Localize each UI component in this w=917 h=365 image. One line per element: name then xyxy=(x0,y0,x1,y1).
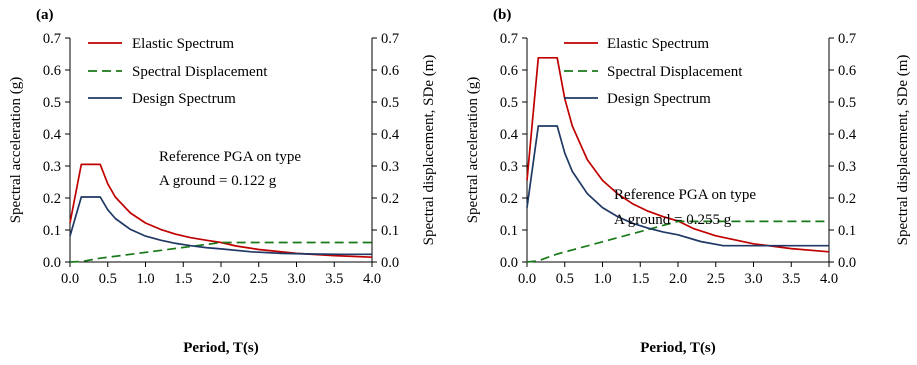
pga-annotation: A ground = 0.255 g xyxy=(614,212,732,228)
y2-tick-label: 0.4 xyxy=(838,127,857,143)
x-tick-label: 2.5 xyxy=(707,271,725,287)
x-tick-label: 1.5 xyxy=(174,271,192,287)
x-tick-label: 3.5 xyxy=(782,271,800,287)
design-spectrum-line xyxy=(69,196,372,256)
x-tick-label: 3.0 xyxy=(744,271,762,287)
x-tick-label: 1.5 xyxy=(631,271,649,287)
legend-entry: Elastic Spectrum xyxy=(132,36,234,52)
y2-tick-label: 0.7 xyxy=(381,31,399,47)
pga-annotation: Reference PGA on type xyxy=(159,149,301,165)
y-tick-label: 0.0 xyxy=(43,255,61,271)
y-tick-label: 0.1 xyxy=(43,223,61,239)
y-axis-label: Spectral acceleration (g) xyxy=(465,77,481,224)
y2-tick-label: 0.2 xyxy=(838,191,856,207)
y-tick-label: 0.4 xyxy=(500,127,519,143)
legend-entry: Spectral Displacement xyxy=(132,64,268,80)
y2-axis-label: Spectral displacement, SDe (m) xyxy=(895,55,911,246)
panel-label: (b) xyxy=(493,7,511,23)
y-axis-label: Spectral acceleration (g) xyxy=(8,77,24,224)
y2-tick-label: 0.0 xyxy=(381,255,399,271)
legend-entry: Design Spectrum xyxy=(607,91,711,107)
x-tick-label: 2.0 xyxy=(212,271,230,287)
x-tick-label: 4.0 xyxy=(363,271,381,287)
panel-label: (a) xyxy=(36,7,54,23)
x-tick-label: 1.0 xyxy=(136,271,154,287)
y2-axis-label: Spectral displacement, SDe (m) xyxy=(421,55,437,246)
y2-tick-label: 0.3 xyxy=(381,159,399,175)
y-tick-label: 0.4 xyxy=(43,127,62,143)
y2-tick-label: 0.5 xyxy=(381,95,399,111)
y2-tick-label: 0.1 xyxy=(381,223,399,239)
y2-tick-label: 0.7 xyxy=(838,31,856,47)
y2-tick-label: 0.3 xyxy=(838,159,856,175)
x-tick-label: 0.5 xyxy=(99,271,117,287)
legend-entry: Design Spectrum xyxy=(132,91,236,107)
y-tick-label: 0.5 xyxy=(500,95,518,111)
y2-tick-label: 0.2 xyxy=(381,191,399,207)
x-tick-label: 2.5 xyxy=(250,271,268,287)
x-axis-label: Period, T(s) xyxy=(640,340,716,356)
x-axis-label: Period, T(s) xyxy=(183,340,259,356)
x-tick-label: 0.0 xyxy=(61,271,79,287)
y-tick-label: 0.7 xyxy=(500,31,518,47)
y-tick-label: 0.3 xyxy=(43,159,61,175)
y2-tick-label: 0.6 xyxy=(838,63,856,79)
x-tick-label: 0.0 xyxy=(518,271,536,287)
y2-tick-label: 0.5 xyxy=(838,95,856,111)
x-tick-label: 3.5 xyxy=(325,271,343,287)
chart-panel-b: 0.0 0.5 1.0 1.5 2.0 2.5 3.0 3.5 4.00.00.10.20.30… xyxy=(465,7,911,356)
elastic-spectrum-line xyxy=(526,56,830,253)
pga-annotation: Reference PGA on type xyxy=(614,187,756,203)
legend-entry: Spectral Displacement xyxy=(607,64,743,80)
legend-entry: Elastic Spectrum xyxy=(607,36,709,52)
y-tick-label: 0.0 xyxy=(500,255,518,271)
y-tick-label: 0.3 xyxy=(500,159,518,175)
y2-tick-label: 0.6 xyxy=(381,63,399,79)
y-tick-label: 0.5 xyxy=(43,95,61,111)
x-tick-label: 3.0 xyxy=(287,271,305,287)
spectral-displacement-line xyxy=(69,241,372,263)
y2-tick-label: 0.4 xyxy=(381,127,400,143)
x-tick-label: 4.0 xyxy=(820,271,838,287)
pga-annotation: A ground = 0.122 g xyxy=(159,173,277,189)
x-tick-label: 2.0 xyxy=(669,271,687,287)
y-tick-label: 0.1 xyxy=(500,223,518,239)
y-tick-label: 0.7 xyxy=(43,31,61,47)
y-tick-label: 0.6 xyxy=(43,63,61,79)
y2-tick-label: 0.0 xyxy=(838,255,856,271)
design-spectrum-line xyxy=(526,125,829,247)
elastic-spectrum-line xyxy=(69,163,373,259)
x-tick-label: 0.5 xyxy=(556,271,574,287)
chart-panel-a: 0.0 0.5 1.0 1.5 2.0 2.5 3.0 3.5 4.00.00.10.20.30… xyxy=(8,7,437,356)
y-tick-label: 0.6 xyxy=(500,63,518,79)
x-tick-label: 1.0 xyxy=(593,271,611,287)
y-tick-label: 0.2 xyxy=(43,191,61,207)
y-tick-label: 0.2 xyxy=(500,191,518,207)
y2-tick-label: 0.1 xyxy=(838,223,856,239)
